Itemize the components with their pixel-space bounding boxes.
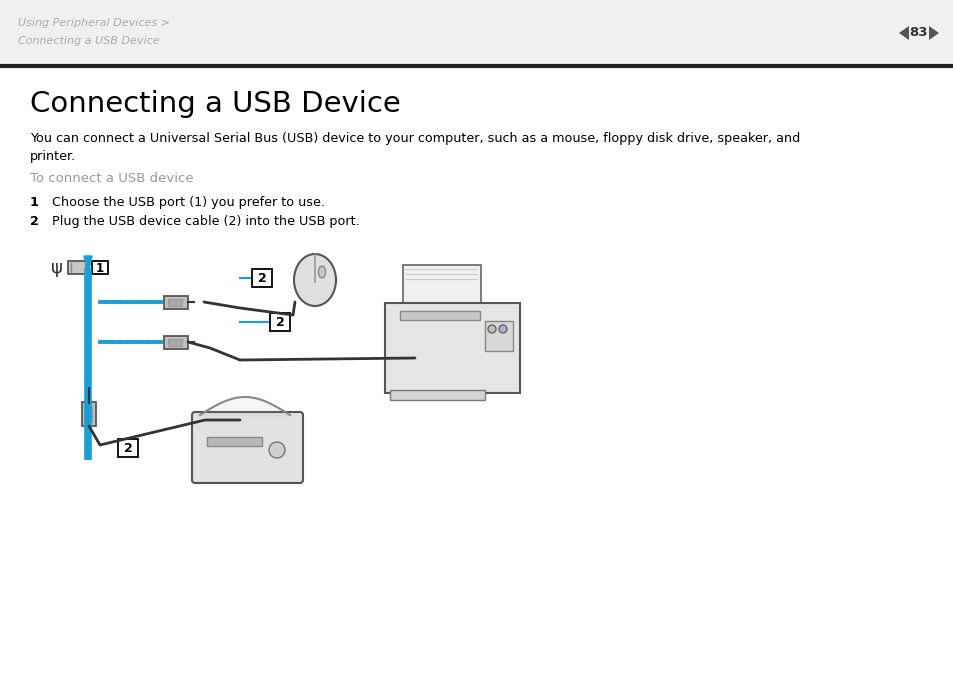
FancyBboxPatch shape [168,339,182,346]
FancyBboxPatch shape [270,313,290,331]
FancyBboxPatch shape [0,0,953,66]
FancyBboxPatch shape [207,437,262,446]
FancyBboxPatch shape [390,390,484,400]
Text: 2: 2 [124,441,132,454]
Text: 2: 2 [275,315,284,328]
FancyBboxPatch shape [164,336,188,349]
FancyBboxPatch shape [164,296,188,309]
Text: printer.: printer. [30,150,76,163]
Text: 83: 83 [909,26,927,40]
Circle shape [269,442,285,458]
FancyBboxPatch shape [168,299,182,306]
Text: 1: 1 [96,262,104,274]
Text: ψ: ψ [51,259,63,277]
FancyBboxPatch shape [192,412,303,483]
FancyBboxPatch shape [385,303,519,393]
FancyBboxPatch shape [252,269,272,287]
Text: Connecting a USB Device: Connecting a USB Device [30,90,400,118]
Text: You can connect a Universal Serial Bus (USB) device to your computer, such as a : You can connect a Universal Serial Bus (… [30,132,800,145]
FancyBboxPatch shape [68,261,88,274]
FancyBboxPatch shape [484,321,513,351]
Text: To connect a USB device: To connect a USB device [30,172,193,185]
Polygon shape [84,256,91,274]
Text: 2: 2 [30,215,39,228]
FancyBboxPatch shape [118,439,138,457]
Text: 2: 2 [257,272,266,284]
Circle shape [488,325,496,333]
Ellipse shape [294,254,335,306]
Text: Choose the USB port (1) you prefer to use.: Choose the USB port (1) you prefer to us… [52,196,325,209]
FancyBboxPatch shape [86,406,91,422]
FancyBboxPatch shape [91,261,108,274]
FancyBboxPatch shape [82,402,96,426]
Text: Plug the USB device cable (2) into the USB port.: Plug the USB device cable (2) into the U… [52,215,359,228]
FancyBboxPatch shape [402,265,480,305]
Polygon shape [928,26,938,40]
FancyBboxPatch shape [399,311,479,320]
Text: Using Peripheral Devices >: Using Peripheral Devices > [18,18,170,28]
Ellipse shape [318,266,325,278]
Text: Connecting a USB Device: Connecting a USB Device [18,36,159,46]
Polygon shape [898,26,908,40]
Text: 1: 1 [30,196,39,209]
Circle shape [498,325,506,333]
